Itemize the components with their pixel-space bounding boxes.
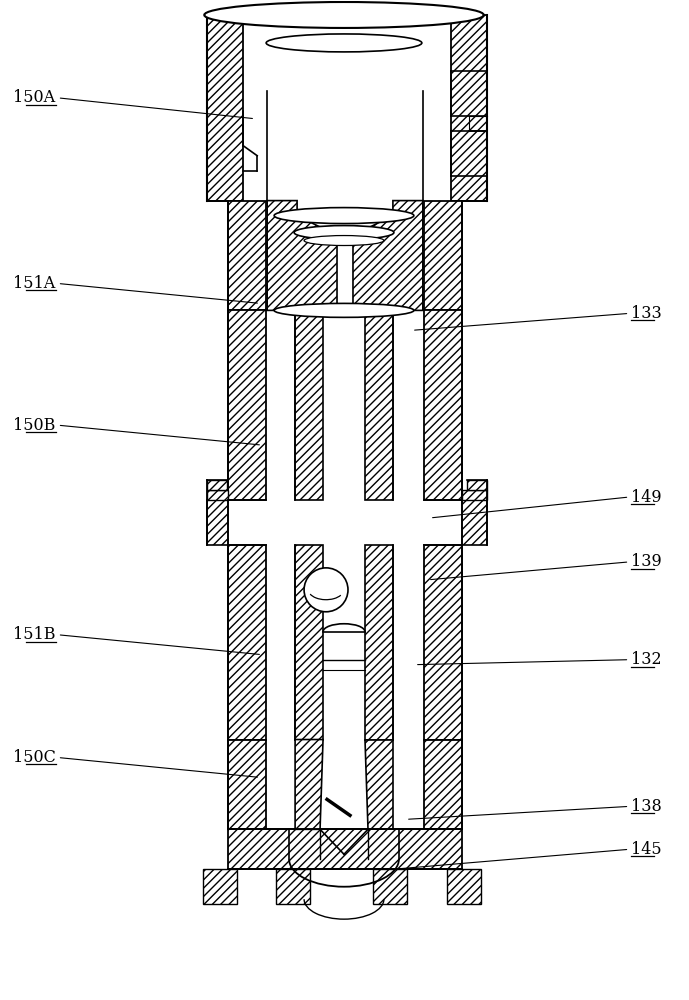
Ellipse shape (294, 226, 394, 240)
Polygon shape (424, 201, 462, 310)
Polygon shape (424, 740, 462, 829)
Polygon shape (207, 500, 228, 545)
Polygon shape (207, 480, 227, 490)
Polygon shape (462, 490, 486, 500)
Polygon shape (424, 545, 462, 740)
Polygon shape (466, 480, 486, 490)
Polygon shape (424, 310, 462, 500)
Polygon shape (295, 545, 323, 740)
Polygon shape (207, 490, 228, 500)
Polygon shape (228, 829, 462, 869)
Text: 132: 132 (631, 651, 662, 668)
Polygon shape (365, 740, 393, 829)
Polygon shape (228, 201, 266, 310)
Text: 151B: 151B (13, 626, 56, 643)
Polygon shape (203, 869, 237, 904)
Polygon shape (451, 15, 486, 201)
Text: 145: 145 (631, 841, 662, 858)
Text: 138: 138 (631, 798, 662, 815)
Polygon shape (276, 869, 310, 904)
Polygon shape (207, 15, 243, 201)
Polygon shape (228, 545, 266, 740)
Polygon shape (353, 201, 423, 310)
Polygon shape (228, 740, 266, 829)
Polygon shape (228, 310, 266, 500)
Ellipse shape (274, 303, 414, 317)
Text: 151A: 151A (13, 275, 56, 292)
Ellipse shape (274, 208, 414, 224)
Polygon shape (365, 310, 393, 500)
Ellipse shape (304, 568, 348, 612)
Text: 150C: 150C (12, 749, 56, 766)
Polygon shape (462, 500, 486, 545)
Text: 150B: 150B (13, 417, 56, 434)
Polygon shape (446, 869, 481, 904)
Text: 139: 139 (631, 553, 662, 570)
Polygon shape (295, 310, 323, 500)
Ellipse shape (266, 34, 422, 52)
Text: 149: 149 (631, 489, 662, 506)
Text: 150A: 150A (14, 89, 56, 106)
Polygon shape (267, 201, 337, 310)
Ellipse shape (304, 236, 384, 246)
Polygon shape (373, 869, 407, 904)
Text: 133: 133 (631, 305, 662, 322)
Polygon shape (365, 545, 393, 740)
Ellipse shape (204, 2, 484, 28)
Polygon shape (295, 740, 323, 829)
